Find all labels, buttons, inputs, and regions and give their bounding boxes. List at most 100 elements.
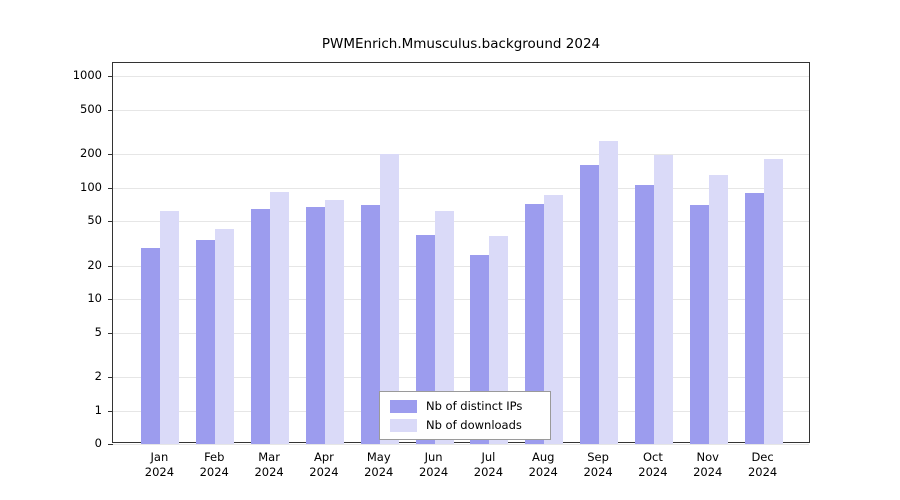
gridline-100 <box>113 187 809 189</box>
bar-downloads-mar <box>270 191 290 444</box>
y-tick-mark-50 <box>108 221 113 223</box>
bar-downloads-feb <box>215 228 235 444</box>
bar-distinct-ips-apr <box>305 207 325 444</box>
bar-distinct-ips-nov <box>689 205 709 444</box>
bar-distinct-ips-dec <box>744 192 764 444</box>
x-tick-month: Feb <box>204 450 225 464</box>
bar-downloads-aug <box>544 194 564 444</box>
x-tick-month: Dec <box>751 450 774 464</box>
bar-distinct-ips-mar <box>251 208 271 444</box>
bar-downloads-oct <box>653 154 673 444</box>
x-tick-label-feb: Feb 2024 <box>179 450 249 480</box>
gridline-2 <box>113 377 809 379</box>
y-tick-mark-100 <box>108 187 113 189</box>
x-tick-label-sep: Sep 2024 <box>563 450 633 480</box>
bars-layer <box>113 63 809 444</box>
y-tick-label-100: 100 <box>80 179 102 194</box>
bar-downloads-jun <box>434 210 454 444</box>
x-tick-label-jul: Jul 2024 <box>453 450 523 480</box>
x-tick-year: 2024 <box>473 465 504 479</box>
y-tick-label-1000: 1000 <box>72 68 102 83</box>
x-tick-label-oct: Oct 2024 <box>618 450 688 480</box>
legend-swatch-distinct-ips <box>390 399 417 413</box>
gridline-5 <box>113 332 809 334</box>
x-tick-month: Jan <box>150 450 169 464</box>
x-tick-year: 2024 <box>199 465 229 479</box>
x-tick-month: Sep <box>587 450 609 464</box>
y-tick-mark-1 <box>108 411 113 412</box>
x-tick-month: Aug <box>532 450 555 464</box>
legend-item-downloads: Nb of downloads <box>390 418 540 432</box>
gridline-10 <box>113 299 809 301</box>
y-tick-mark-10 <box>108 299 113 301</box>
y-tick-mark-200 <box>108 154 113 156</box>
y-tick-mark-500 <box>108 109 113 111</box>
x-tick-label-dec: Dec 2024 <box>728 450 798 480</box>
x-tick-month: Oct <box>642 450 663 464</box>
bar-distinct-ips-oct <box>634 185 654 444</box>
legend-item-distinct-ips: Nb of distinct IPs <box>390 399 540 413</box>
y-tick-mark-2 <box>108 377 113 379</box>
bar-distinct-ips-may <box>360 205 380 444</box>
bar-distinct-ips-feb <box>196 240 216 444</box>
x-tick-year: 2024 <box>528 465 558 479</box>
y-tick-label-50: 50 <box>87 213 102 228</box>
legend-label-distinct-ips: Nb of distinct IPs <box>426 399 523 413</box>
x-tick-label-apr: Apr 2024 <box>289 450 359 480</box>
x-tick-year: 2024 <box>144 465 175 479</box>
x-tick-month: Jun <box>424 450 443 464</box>
plot-area: Nb of distinct IPs Nb of downloads <box>108 62 810 445</box>
y-tick-mark-5 <box>108 332 113 334</box>
bar-distinct-ips-jan <box>141 247 161 444</box>
y-tick-label-5: 5 <box>94 324 102 339</box>
y-tick-label-2: 2 <box>94 369 102 384</box>
x-tick-label-may: May 2024 <box>344 450 414 480</box>
bar-downloads-dec <box>763 158 783 444</box>
x-tick-month: Mar <box>258 450 280 464</box>
x-tick-year: 2024 <box>418 465 449 479</box>
bar-distinct-ips-sep <box>580 165 600 444</box>
x-tick-label-nov: Nov 2024 <box>673 450 743 480</box>
bar-downloads-may <box>379 154 399 444</box>
bar-downloads-nov <box>708 175 728 444</box>
x-tick-year: 2024 <box>747 465 778 479</box>
legend: Nb of distinct IPs Nb of downloads <box>379 391 551 440</box>
y-tick-label-0: 0 <box>94 436 102 450</box>
bar-downloads-jan <box>160 210 180 444</box>
y-tick-mark-0 <box>108 444 113 445</box>
bar-distinct-ips-aug <box>525 204 545 444</box>
y-tick-label-10: 10 <box>87 291 102 306</box>
gridline-20 <box>113 265 809 267</box>
y-tick-label-1: 1 <box>94 403 102 417</box>
x-tick-year: 2024 <box>638 465 668 479</box>
x-tick-label-jan: Jan 2024 <box>124 450 194 480</box>
x-tick-year: 2024 <box>364 465 394 479</box>
x-tick-month: Nov <box>696 450 719 464</box>
gridline-500 <box>113 109 809 111</box>
legend-swatch-downloads <box>390 418 417 432</box>
legend-label-downloads: Nb of downloads <box>426 418 522 432</box>
gridline-50 <box>113 221 809 223</box>
bar-downloads-apr <box>324 199 344 444</box>
x-tick-month: Apr <box>313 450 334 464</box>
x-tick-year: 2024 <box>254 465 284 479</box>
x-tick-label-mar: Mar 2024 <box>234 450 304 480</box>
x-tick-year: 2024 <box>693 465 723 479</box>
x-tick-year: 2024 <box>309 465 339 479</box>
x-tick-year: 2024 <box>583 465 613 479</box>
chart-title: PWMEnrich.Mmusculus.background 2024 <box>321 36 601 52</box>
bar-downloads-sep <box>599 140 619 444</box>
x-tick-label-jun: Jun 2024 <box>399 450 469 480</box>
x-tick-month: May <box>366 450 391 464</box>
gridline-1000 <box>113 76 809 78</box>
y-tick-mark-20 <box>108 265 113 267</box>
y-tick-label-200: 200 <box>80 146 102 161</box>
gridline-0 <box>113 444 809 445</box>
y-tick-mark-1000 <box>108 76 113 78</box>
y-tick-label-500: 500 <box>80 101 102 116</box>
x-tick-label-aug: Aug 2024 <box>508 450 578 480</box>
y-tick-label-20: 20 <box>87 257 102 272</box>
gridline-200 <box>113 154 809 156</box>
x-tick-month: Jul <box>481 450 496 464</box>
